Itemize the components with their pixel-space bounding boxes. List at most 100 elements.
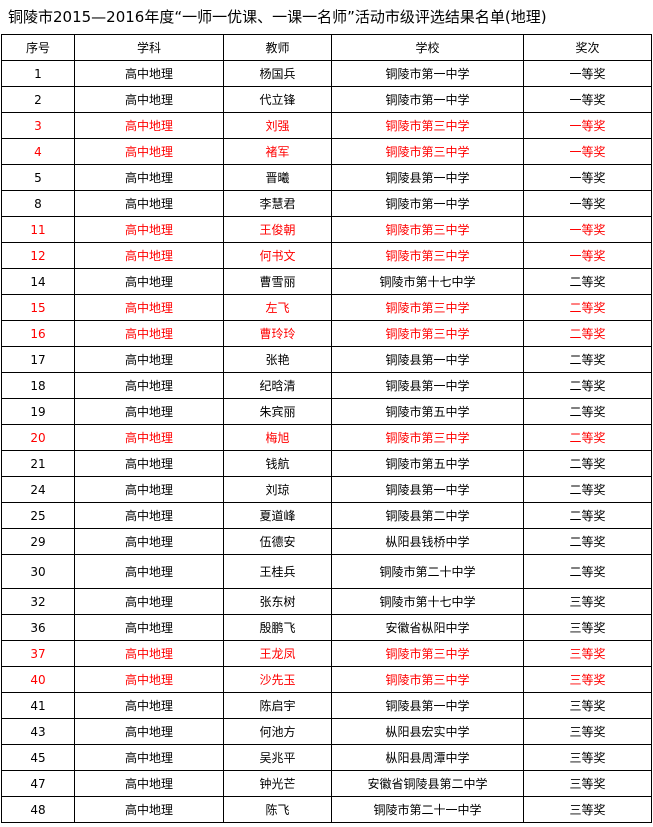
table-cell: 左飞 <box>223 294 332 321</box>
table-row: 14 高中地理 曹雪丽 铜陵市第十七中学 二等奖 <box>1 268 652 295</box>
table-cell: 高中地理 <box>74 588 224 615</box>
table-cell: 安徽省铜陵县第二中学 <box>331 770 524 797</box>
table-cell: 三等奖 <box>523 718 652 745</box>
table-cell: 48 <box>1 796 75 823</box>
table-cell: 一等奖 <box>523 216 652 243</box>
table-cell: 三等奖 <box>523 614 652 641</box>
table-cell: 三等奖 <box>523 770 652 797</box>
table-cell: 梅旭 <box>223 424 332 451</box>
table-cell: 二等奖 <box>523 398 652 425</box>
table-cell: 45 <box>1 744 75 771</box>
table-cell: 铜陵市第五中学 <box>331 398 524 425</box>
table-cell: 18 <box>1 372 75 399</box>
table-cell: 一等奖 <box>523 86 652 113</box>
table-cell: 何书文 <box>223 242 332 269</box>
table-cell: 朱宾丽 <box>223 398 332 425</box>
table-cell: 高中地理 <box>74 718 224 745</box>
table-cell: 铜陵市第三中学 <box>331 666 524 693</box>
table-cell: 三等奖 <box>523 796 652 823</box>
table-cell: 二等奖 <box>523 294 652 321</box>
table-row: 43 高中地理 何池方 枞阳县宏实中学 三等奖 <box>1 718 652 745</box>
table-cell: 铜陵市第三中学 <box>331 294 524 321</box>
table-cell: 17 <box>1 346 75 373</box>
table-cell: 铜陵市第三中学 <box>331 242 524 269</box>
table-cell: 铜陵市第二十一中学 <box>331 796 524 823</box>
table-cell: 枞阳县钱桥中学 <box>331 528 524 555</box>
table-cell: 铜陵县第一中学 <box>331 164 524 191</box>
table-row: 30 高中地理 王桂兵 铜陵市第二十中学 二等奖 <box>1 554 652 589</box>
table-row: 4 高中地理 褚军 铜陵市第三中学 一等奖 <box>1 138 652 165</box>
table-cell: 安徽省枞阳中学 <box>331 614 524 641</box>
table-cell: 5 <box>1 164 75 191</box>
table-cell: 16 <box>1 320 75 347</box>
table-row: 41 高中地理 陈启宇 铜陵县第一中学 三等奖 <box>1 692 652 719</box>
table-row: 37 高中地理 王龙凤 铜陵市第三中学 三等奖 <box>1 640 652 667</box>
table-cell: 2 <box>1 86 75 113</box>
table-cell: 三等奖 <box>523 666 652 693</box>
table-cell: 三等奖 <box>523 744 652 771</box>
table-cell: 8 <box>1 190 75 217</box>
table-cell: 钱航 <box>223 450 332 477</box>
table-row: 32 高中地理 张东树 铜陵市第十七中学 三等奖 <box>1 588 652 615</box>
table-cell: 铜陵市第三中学 <box>331 216 524 243</box>
table-cell: 高中地理 <box>74 554 224 589</box>
table-cell: 高中地理 <box>74 190 224 217</box>
table-cell: 夏道峰 <box>223 502 332 529</box>
table-cell: 铜陵市第三中学 <box>331 424 524 451</box>
table-cell: 褚军 <box>223 138 332 165</box>
table-cell: 高中地理 <box>74 346 224 373</box>
table-row: 12 高中地理 何书文 铜陵市第三中学 一等奖 <box>1 242 652 269</box>
table-row: 2 高中地理 代立锋 铜陵市第一中学 一等奖 <box>1 86 652 113</box>
table-cell: 二等奖 <box>523 450 652 477</box>
table-cell: 高中地理 <box>74 372 224 399</box>
table-cell: 25 <box>1 502 75 529</box>
table-cell: 铜陵县第二中学 <box>331 502 524 529</box>
table-cell: 铜陵市第三中学 <box>331 320 524 347</box>
table-cell: 高中地理 <box>74 614 224 641</box>
table-cell: 铜陵市第三中学 <box>331 138 524 165</box>
header-cell: 学科 <box>74 34 224 61</box>
table-cell: 铜陵县第一中学 <box>331 346 524 373</box>
header-cell: 序号 <box>1 34 75 61</box>
table-cell: 47 <box>1 770 75 797</box>
table-cell: 铜陵市第十七中学 <box>331 588 524 615</box>
table-row: 8 高中地理 李慧君 铜陵市第一中学 一等奖 <box>1 190 652 217</box>
table-cell: 36 <box>1 614 75 641</box>
header-row: 序号 学科 教师 学校 奖次 <box>1 34 652 61</box>
table-cell: 21 <box>1 450 75 477</box>
table-row: 25 高中地理 夏道峰 铜陵县第二中学 二等奖 <box>1 502 652 529</box>
table-row: 21 高中地理 钱航 铜陵市第五中学 二等奖 <box>1 450 652 477</box>
table-row: 5 高中地理 晋曦 铜陵县第一中学 一等奖 <box>1 164 652 191</box>
table-cell: 29 <box>1 528 75 555</box>
table-cell: 陈飞 <box>223 796 332 823</box>
table-cell: 二等奖 <box>523 502 652 529</box>
table-cell: 沙先玉 <box>223 666 332 693</box>
table-cell: 41 <box>1 692 75 719</box>
table-cell: 20 <box>1 424 75 451</box>
table-cell: 钟光芒 <box>223 770 332 797</box>
table-cell: 铜陵县第一中学 <box>331 372 524 399</box>
table-cell: 高中地理 <box>74 666 224 693</box>
table-row: 18 高中地理 纪晗清 铜陵县第一中学 二等奖 <box>1 372 652 399</box>
table-cell: 高中地理 <box>74 450 224 477</box>
table-cell: 14 <box>1 268 75 295</box>
table-row: 47 高中地理 钟光芒 安徽省铜陵县第二中学 三等奖 <box>1 770 652 797</box>
table-cell: 二等奖 <box>523 528 652 555</box>
table-cell: 三等奖 <box>523 692 652 719</box>
table-cell: 二等奖 <box>523 372 652 399</box>
table-cell: 高中地理 <box>74 60 224 87</box>
table-cell: 12 <box>1 242 75 269</box>
table-cell: 一等奖 <box>523 164 652 191</box>
table-cell: 1 <box>1 60 75 87</box>
table-cell: 40 <box>1 666 75 693</box>
table-cell: 19 <box>1 398 75 425</box>
table-row: 1 高中地理 杨国兵 铜陵市第一中学 一等奖 <box>1 60 652 87</box>
table-cell: 43 <box>1 718 75 745</box>
table-cell: 高中地理 <box>74 86 224 113</box>
table-cell: 铜陵市第五中学 <box>331 450 524 477</box>
table-cell: 11 <box>1 216 75 243</box>
table-row: 19 高中地理 朱宾丽 铜陵市第五中学 二等奖 <box>1 398 652 425</box>
table-cell: 高中地理 <box>74 424 224 451</box>
table-cell: 高中地理 <box>74 294 224 321</box>
